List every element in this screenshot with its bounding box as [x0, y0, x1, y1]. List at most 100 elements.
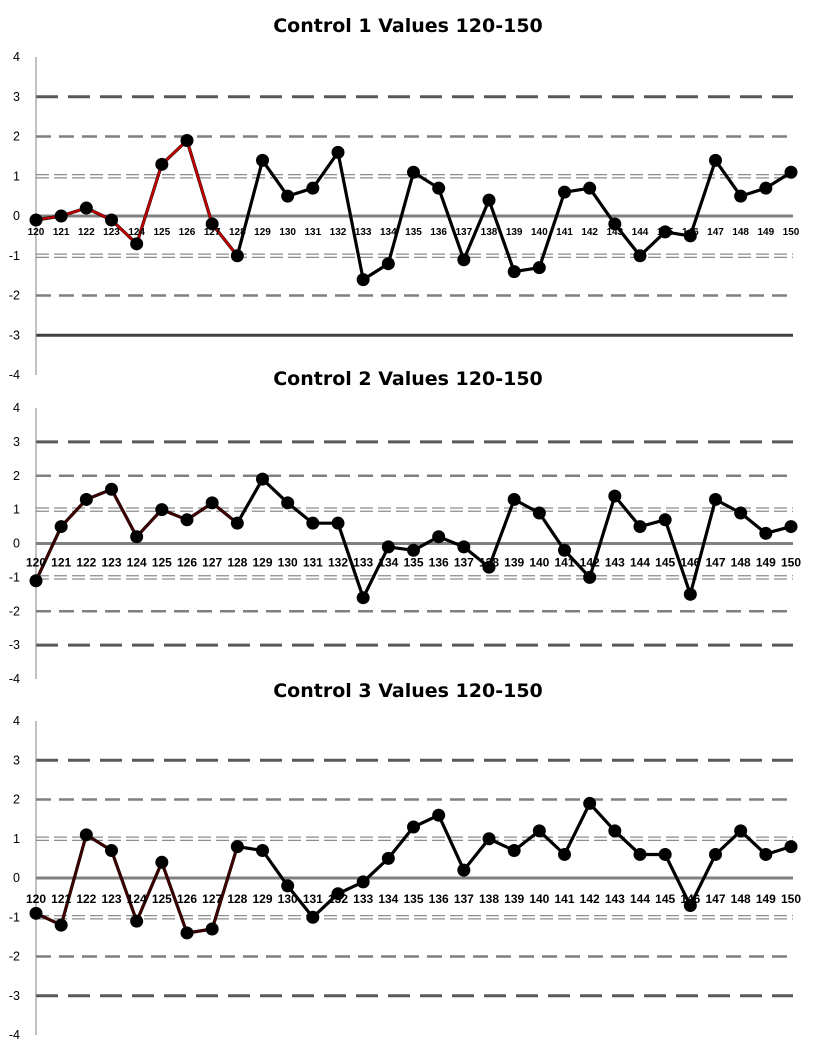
x-tick-label: 132	[328, 556, 348, 570]
x-tick-label: 125	[153, 227, 170, 238]
x-tick-label: 134	[380, 227, 397, 238]
x-tick-label: 134	[378, 556, 398, 570]
data-point	[331, 887, 345, 901]
data-point	[79, 201, 93, 215]
chart-title: Control 2 Values 120-150	[273, 368, 543, 390]
x-tick-label: 149	[757, 227, 774, 238]
x-tick-label: 128	[229, 227, 246, 238]
x-tick-label: 124	[127, 892, 147, 906]
data-point	[457, 540, 471, 554]
data-point	[230, 840, 244, 854]
x-tick-label: 144	[630, 556, 650, 570]
data-point	[356, 273, 370, 287]
data-point	[683, 898, 697, 912]
data-point	[532, 824, 546, 838]
data-point	[507, 844, 521, 858]
y-tick-label: 4	[13, 401, 20, 415]
data-point	[507, 492, 521, 506]
data-point	[306, 910, 320, 924]
x-tick-label: 141	[554, 892, 574, 906]
x-tick-label: 125	[152, 892, 172, 906]
x-tick-label: 130	[278, 556, 298, 570]
x-tick-label: 136	[429, 556, 449, 570]
data-point	[457, 253, 471, 267]
x-tick-label: 143	[605, 556, 625, 570]
data-point	[381, 851, 395, 865]
chart-title: Control 3 Values 120-150	[273, 680, 543, 702]
x-tick-label: 140	[529, 892, 549, 906]
x-tick-label: 147	[705, 556, 725, 570]
data-point	[306, 516, 320, 530]
data-point	[734, 189, 748, 203]
x-tick-label: 149	[756, 556, 776, 570]
x-tick-label: 148	[731, 556, 751, 570]
x-tick-label: 122	[78, 227, 95, 238]
x-tick-label: 121	[51, 892, 71, 906]
data-point	[331, 145, 345, 159]
y-tick-label: 1	[13, 832, 20, 846]
data-point	[130, 914, 144, 928]
data-point	[205, 496, 219, 510]
x-tick-label: 123	[103, 227, 120, 238]
x-tick-label: 148	[731, 892, 751, 906]
y-tick-label: 2	[13, 793, 20, 807]
x-tick-label: 130	[278, 892, 298, 906]
x-tick-label: 144	[632, 227, 649, 238]
x-tick-label: 130	[279, 227, 296, 238]
x-tick-label: 122	[76, 556, 96, 570]
y-tick-label: 0	[13, 537, 20, 551]
x-tick-label: 136	[429, 892, 449, 906]
x-tick-label: 147	[707, 227, 724, 238]
x-tick-label: 142	[580, 556, 600, 570]
x-tick-label: 147	[705, 892, 725, 906]
x-tick-label: 140	[531, 227, 548, 238]
x-tick-label: 133	[353, 892, 373, 906]
y-tick-label: -1	[9, 249, 20, 263]
x-tick-label: 120	[26, 892, 46, 906]
data-point	[281, 496, 295, 510]
data-point	[130, 530, 144, 544]
x-tick-label: 137	[455, 227, 472, 238]
data-point	[381, 540, 395, 554]
x-tick-label: 141	[556, 227, 573, 238]
data-point	[759, 181, 773, 195]
data-point	[230, 249, 244, 263]
data-point	[155, 855, 169, 869]
data-point	[683, 587, 697, 601]
data-point	[482, 832, 496, 846]
x-tick-label: 144	[630, 892, 650, 906]
y-tick-label: -2	[9, 604, 20, 618]
data-point	[180, 513, 194, 527]
chart-title: Control 1 Values 120-150	[273, 15, 543, 37]
x-tick-label: 129	[252, 892, 272, 906]
chart-control-3: Control 3 Values 120-150 4 3 2 1 0 -1 -2 -3 -4 12…	[9, 680, 801, 1042]
y-tick-label: 0	[13, 871, 20, 885]
x-tick-label: 135	[405, 227, 422, 238]
data-point	[54, 209, 68, 223]
data-point	[432, 181, 446, 195]
y-tick-label: -3	[9, 638, 20, 652]
x-tick-label: 143	[606, 227, 623, 238]
series-line	[34, 477, 792, 600]
data-point	[256, 153, 269, 167]
x-tick-label: 141	[554, 556, 574, 570]
x-tick-label: 142	[580, 892, 600, 906]
y-tick-label: -2	[9, 289, 20, 303]
data-point	[105, 482, 118, 496]
data-point	[105, 844, 118, 858]
data-point	[784, 520, 798, 534]
y-tick-label: 4	[13, 714, 20, 728]
x-tick-label: 138	[479, 892, 499, 906]
data-point	[558, 847, 571, 861]
x-tick-label: 124	[128, 227, 145, 238]
data-point	[658, 847, 672, 861]
data-point	[79, 828, 93, 842]
y-tick-label: -4	[9, 368, 20, 382]
data-point	[331, 516, 345, 530]
x-tick-label: 135	[403, 892, 423, 906]
data-point	[784, 165, 798, 179]
data-point	[583, 181, 597, 195]
x-tick-label: 125	[152, 556, 172, 570]
x-tick-label: 137	[454, 892, 474, 906]
x-tick-label: 150	[781, 892, 801, 906]
